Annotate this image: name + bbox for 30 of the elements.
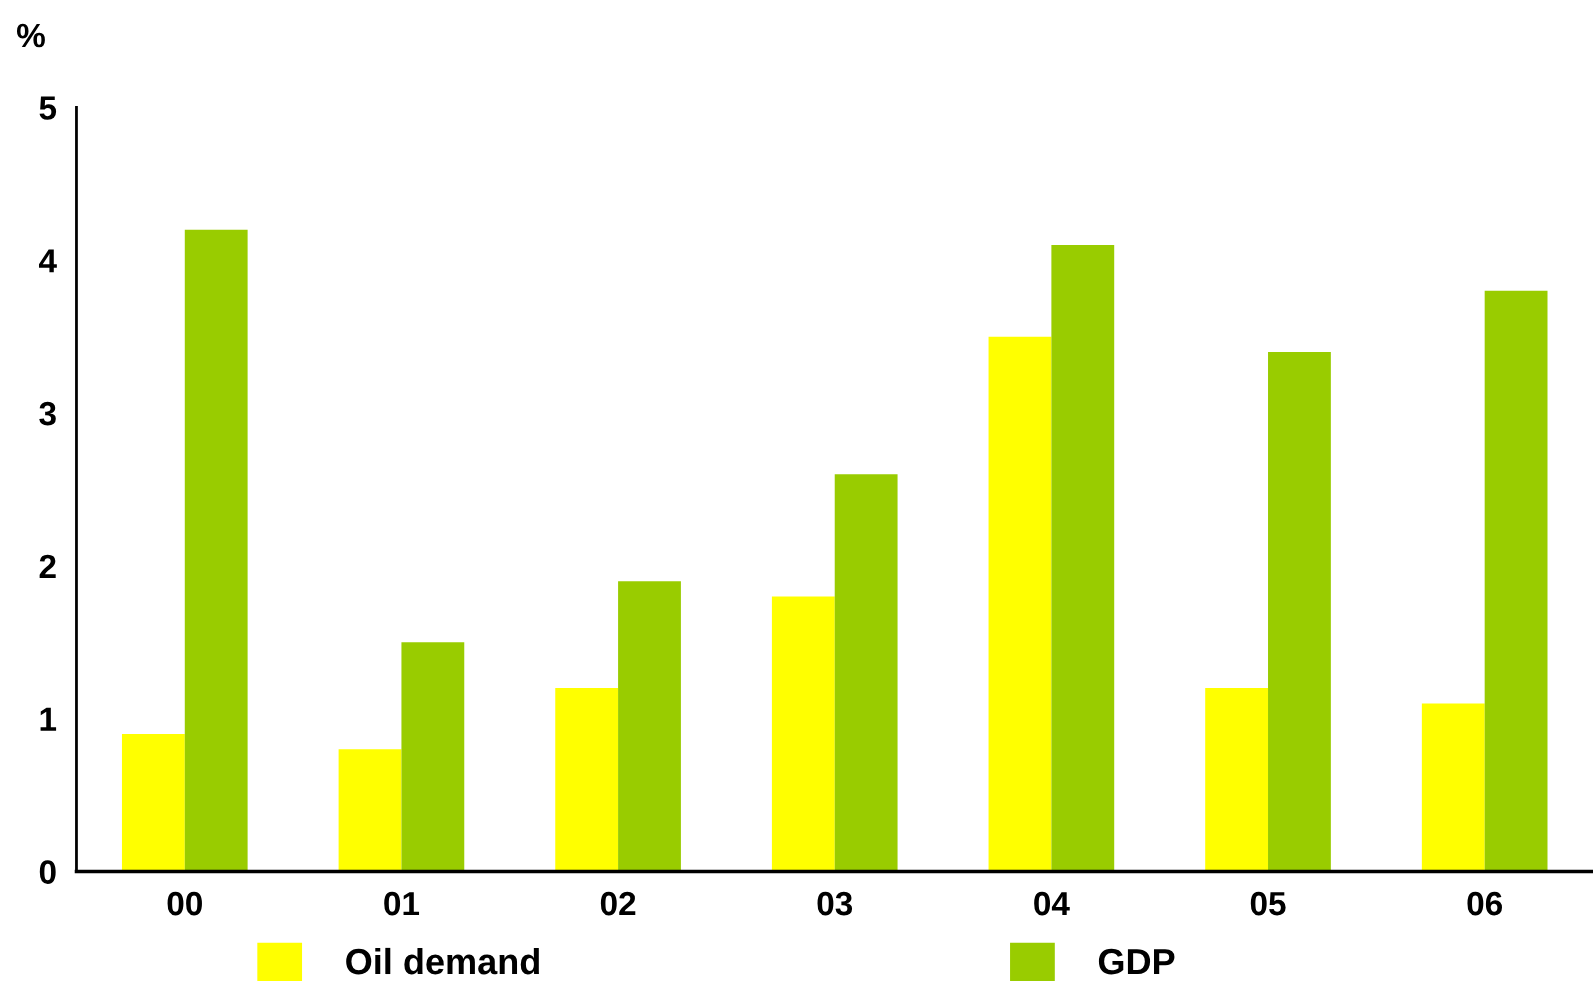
bar <box>1051 244 1115 872</box>
bar <box>184 229 248 872</box>
bar <box>555 688 619 872</box>
bar <box>988 336 1052 872</box>
bar <box>401 642 465 872</box>
bar <box>618 581 681 872</box>
y-axis-title: % <box>16 23 45 48</box>
y-tick-label: 4 <box>38 249 57 273</box>
x-tick-label: 05 <box>1250 891 1286 916</box>
bar <box>1205 688 1269 872</box>
y-tick-label: 5 <box>39 96 57 120</box>
bar <box>834 474 898 872</box>
bar <box>1484 290 1548 872</box>
bar <box>338 749 402 872</box>
x-tick-label: 06 <box>1467 891 1503 916</box>
x-tick-label: 03 <box>817 891 853 916</box>
x-tick-label: 02 <box>600 891 636 916</box>
bar <box>1268 351 1331 872</box>
x-tick-label: 04 <box>1034 891 1070 916</box>
x-tick-label: 01 <box>384 891 420 916</box>
legend-label: GDP <box>1098 948 1175 975</box>
bar <box>1421 703 1485 872</box>
y-tick-label: 0 <box>39 860 56 884</box>
x-tick-label: 00 <box>167 891 202 916</box>
y-tick-label: 1 <box>40 707 57 731</box>
bar <box>121 733 185 872</box>
bar <box>771 596 835 872</box>
y-tick-label: 3 <box>39 401 56 426</box>
legend-label: Oil demand <box>346 947 539 975</box>
y-tick-label: 2 <box>39 554 56 578</box>
